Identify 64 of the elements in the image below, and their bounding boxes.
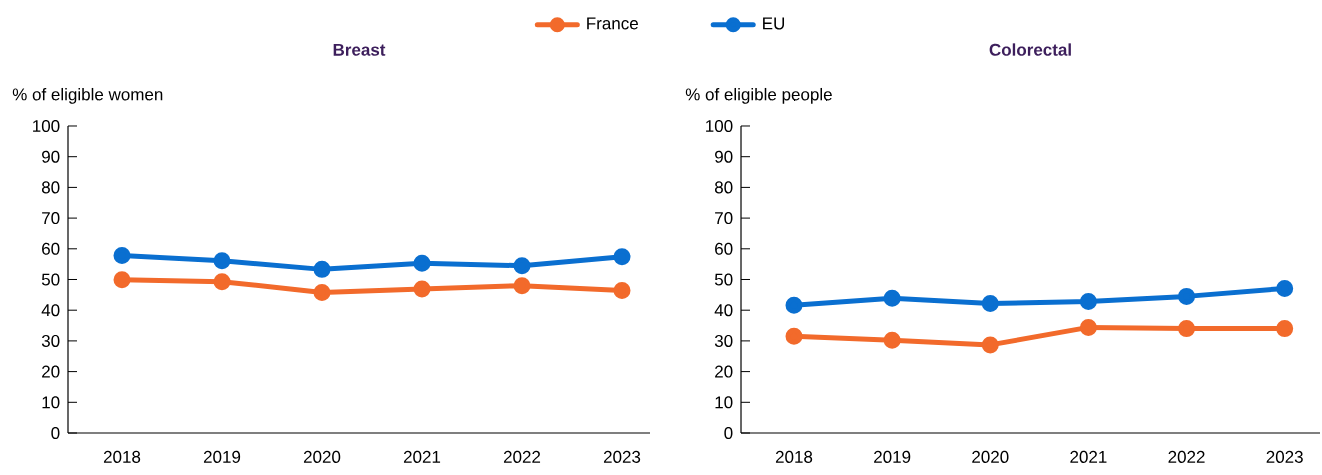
y-tick-label: 100 bbox=[33, 119, 60, 133]
legend-label: EU bbox=[763, 17, 785, 30]
y-tick-label: 80 bbox=[41, 181, 60, 194]
point bbox=[1079, 318, 1097, 336]
y-tick-label: 30 bbox=[41, 334, 60, 347]
y-tick-label: 10 bbox=[42, 396, 60, 409]
y-tick-label: 20 bbox=[715, 365, 733, 378]
point bbox=[883, 289, 901, 307]
y-tick-label: 20 bbox=[42, 365, 60, 378]
y-tick-label: 60 bbox=[42, 242, 60, 255]
y-tick-label: 10 bbox=[715, 396, 733, 409]
point bbox=[785, 296, 803, 314]
y-tick-label: 70 bbox=[42, 212, 60, 225]
point bbox=[513, 257, 531, 275]
x-tick-label: 2019 bbox=[874, 450, 911, 463]
y-axis-title: % of eligible people bbox=[685, 87, 832, 104]
point bbox=[313, 260, 331, 278]
y-tick-label: 40 bbox=[41, 304, 60, 317]
x-tick-label: 2023 bbox=[1266, 450, 1303, 463]
x-tick-label: 2019 bbox=[203, 450, 241, 463]
point bbox=[113, 247, 131, 265]
point bbox=[785, 327, 803, 345]
point bbox=[981, 294, 999, 312]
point bbox=[113, 271, 131, 289]
point bbox=[1079, 293, 1097, 311]
point bbox=[981, 336, 999, 354]
legend-label: France bbox=[587, 17, 638, 30]
point bbox=[513, 277, 531, 295]
chart-title: Colorectal bbox=[989, 43, 1071, 56]
point bbox=[613, 282, 631, 300]
point bbox=[213, 273, 231, 291]
y-axis-title: % of eligible women bbox=[12, 87, 163, 104]
x-tick-label: 2020 bbox=[972, 450, 1009, 463]
point bbox=[1178, 320, 1196, 338]
y-tick-label: 30 bbox=[714, 334, 733, 347]
y-tick-label: 70 bbox=[715, 212, 733, 225]
point bbox=[413, 254, 431, 272]
point bbox=[413, 280, 431, 298]
x-tick-label: 2023 bbox=[603, 450, 641, 463]
point bbox=[1178, 287, 1196, 305]
y-tick-label: 90 bbox=[42, 150, 60, 163]
y-tick-label: 60 bbox=[715, 242, 733, 255]
x-tick-label: 2021 bbox=[1070, 450, 1107, 463]
y-tick-label: 100 bbox=[706, 119, 733, 133]
y-tick-label: 90 bbox=[715, 150, 733, 163]
y-tick-label: 50 bbox=[41, 273, 60, 286]
y-tick-label: 40 bbox=[714, 304, 733, 317]
x-tick-label: 2020 bbox=[303, 450, 341, 463]
y-tick-label: 0 bbox=[51, 426, 60, 440]
x-tick-label: 2018 bbox=[775, 450, 813, 463]
x-tick-label: 2022 bbox=[1168, 450, 1205, 463]
x-tick-label: 2021 bbox=[403, 450, 441, 463]
y-tick-label: 80 bbox=[714, 181, 733, 194]
point bbox=[1276, 320, 1294, 338]
chart-title: Breast bbox=[333, 43, 386, 56]
point bbox=[613, 248, 631, 266]
x-tick-label: 2018 bbox=[103, 450, 141, 463]
point bbox=[213, 252, 231, 270]
y-tick-label: 0 bbox=[724, 426, 733, 440]
x-tick-label: 2022 bbox=[503, 450, 541, 463]
y-tick-label: 50 bbox=[714, 273, 733, 286]
point bbox=[883, 331, 901, 349]
point bbox=[313, 283, 331, 301]
point bbox=[1276, 279, 1294, 297]
